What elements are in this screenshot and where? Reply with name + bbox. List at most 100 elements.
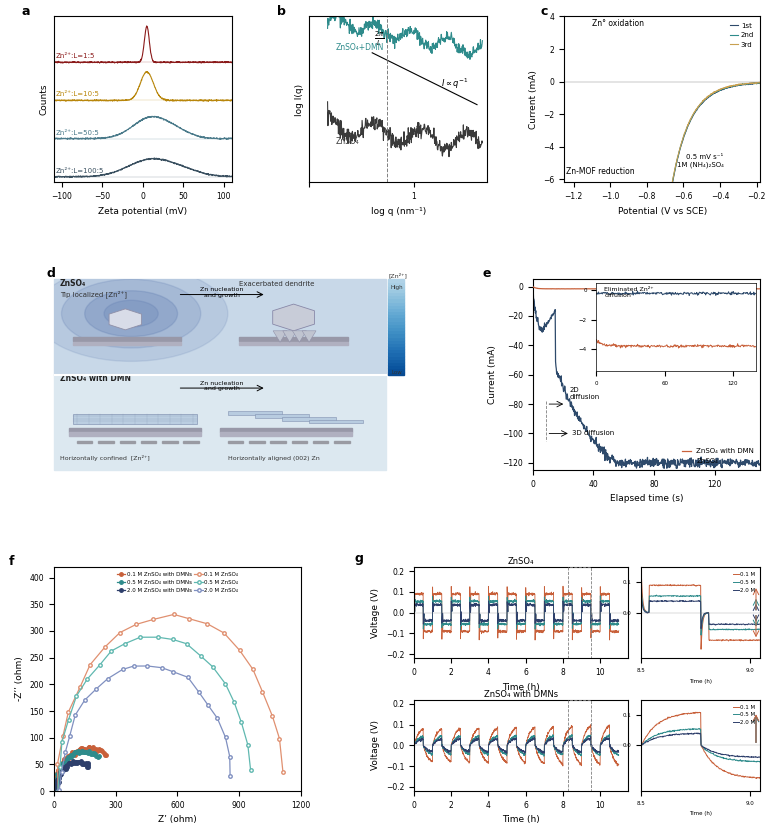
Legend: ZnSO₄ with DMN, ZnSO₄: ZnSO₄ with DMN, ZnSO₄ (680, 446, 756, 466)
Bar (270, 441, 286, 443)
Bar (389, 289, 404, 292)
2.0 M (710, 747, 719, 757)
Bar (389, 356, 404, 358)
0.5 M ZnSO₄ with DMNs (55, 769, 65, 779)
0.5 M ZnSO₄ (72, 691, 81, 701)
0.5 M (708, 625, 717, 634)
ZnSO₄ (662, 463, 671, 473)
Text: d: d (46, 267, 55, 280)
2.0 M (409, 597, 419, 607)
0.1 M (586, 719, 595, 729)
Bar (240, 342, 348, 345)
0.5 M (456, 625, 465, 634)
Bar (389, 336, 404, 339)
0.5 M ZnSO₄ with DMNs (94, 751, 104, 761)
Text: Zn²⁺:L=100:5: Zn²⁺:L=100:5 (55, 167, 104, 174)
Bar (389, 311, 404, 314)
0.1 M (745, 773, 754, 783)
Circle shape (61, 279, 200, 348)
0.1 M (752, 774, 761, 784)
2.0 M ZnSO₄ with DMNs (54, 774, 63, 784)
Line: ZnSO₄: ZnSO₄ (533, 284, 760, 468)
Y-axis label: Voltage (V): Voltage (V) (371, 720, 380, 770)
0.5 M (458, 619, 468, 629)
Bar (389, 302, 404, 305)
Bar (54, 375, 386, 471)
Bar (228, 411, 282, 414)
Line: 2.0 M: 2.0 M (641, 597, 760, 629)
Text: Zn²⁺:L=1:5: Zn²⁺:L=1:5 (55, 54, 94, 59)
1st (756, 77, 765, 87)
0.5 M ZnSO₄ (107, 646, 116, 656)
Line: 0.1 M: 0.1 M (414, 724, 619, 766)
0.1 M ZnSO₄ with DMNs (101, 750, 111, 760)
Text: Low: Low (391, 370, 402, 375)
0.1 M (415, 728, 425, 737)
0.5 M ZnSO₄ with DMNs (89, 747, 98, 757)
Bar (389, 346, 404, 349)
X-axis label: Elapsed time (s): Elapsed time (s) (610, 494, 684, 503)
2.0 M (458, 743, 467, 753)
2.0 M ZnSO₄ with DMNs (69, 756, 78, 766)
Text: Exacerbated dendrite: Exacerbated dendrite (240, 281, 315, 287)
0.1 M ZnSO₄ (101, 642, 110, 652)
2.0 M ZnSO₄ (92, 684, 101, 694)
Bar (389, 330, 404, 334)
0.1 M (583, 589, 592, 599)
0.1 M (614, 760, 624, 770)
0.1 M (614, 625, 624, 635)
ZnSO₄ (568, 405, 578, 415)
0.1 M (558, 761, 568, 771)
0.1 M (637, 741, 646, 751)
ZnSO₄ with DMN (680, 284, 690, 294)
2.0 M ZnSO₄ (213, 714, 222, 723)
ZnSO₄ with DMN (756, 283, 765, 293)
Bar (568, 567, 591, 658)
Legend: 0.1 M, 0.5 M, 2.0 M: 0.1 M, 0.5 M, 2.0 M (730, 569, 757, 595)
Bar (389, 327, 404, 330)
2.0 M (583, 734, 592, 744)
Text: c: c (541, 5, 548, 18)
2nd (674, 151, 683, 161)
2.0 M (756, 620, 765, 630)
0.1 M (637, 740, 647, 750)
Bar (389, 305, 404, 308)
Text: f: f (9, 555, 15, 568)
2.0 M ZnSO₄ (65, 731, 74, 741)
2.0 M (409, 740, 419, 750)
0.5 M (415, 597, 425, 606)
Polygon shape (109, 309, 141, 330)
2.0 M ZnSO₄ with DMNs (84, 760, 93, 770)
Legend: 0.1 M, 0.5 M, 2.0 M: 0.1 M, 0.5 M, 2.0 M (730, 702, 757, 728)
0.5 M ZnSO₄ with DMNs (51, 786, 61, 796)
1st (684, 119, 694, 129)
Line: 0.5 M: 0.5 M (641, 590, 760, 635)
Text: 3D diffusion: 3D diffusion (572, 430, 614, 437)
Bar (220, 433, 352, 436)
Bar (568, 700, 591, 791)
Bar (389, 286, 404, 289)
Bar (389, 321, 404, 324)
2.0 M ZnSO₄ with DMNs (55, 777, 64, 787)
Text: a: a (22, 5, 30, 18)
0.1 M (708, 757, 717, 767)
X-axis label: log q (nm⁻¹): log q (nm⁻¹) (370, 207, 425, 216)
Text: e: e (483, 267, 492, 280)
0.5 M ZnSO₄ (136, 632, 145, 642)
Polygon shape (273, 304, 314, 330)
2nd (756, 77, 765, 87)
Y-axis label: Counts: Counts (39, 84, 48, 115)
Bar (389, 324, 404, 327)
ZnSO₄ (680, 459, 690, 469)
0.1 M ZnSO₄ with DMNs (55, 765, 64, 775)
2.0 M (637, 740, 647, 750)
0.5 M (545, 597, 554, 606)
Line: 2.0 M: 2.0 M (414, 601, 619, 625)
0.1 M (545, 725, 554, 735)
Text: $\frac{2\pi}{L}$: $\frac{2\pi}{L}$ (374, 30, 385, 48)
2.0 M ZnSO₄ (204, 700, 213, 709)
2.0 M (707, 747, 717, 756)
2nd (708, 89, 717, 99)
2.0 M (545, 601, 554, 611)
ZnSO₄ (631, 461, 641, 471)
